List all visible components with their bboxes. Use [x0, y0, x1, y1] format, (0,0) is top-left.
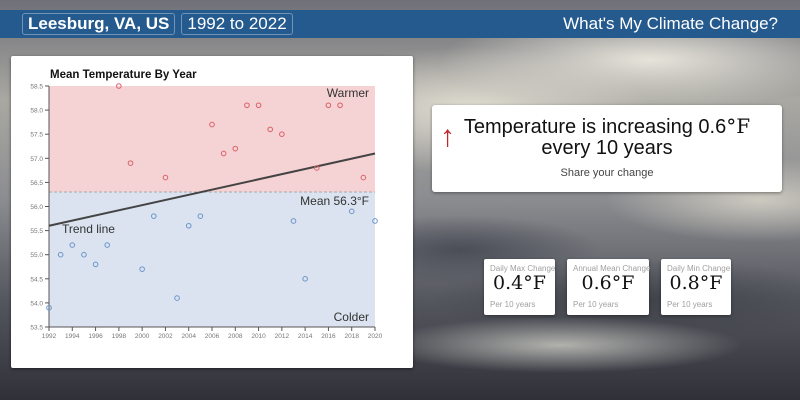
data-point	[337, 102, 343, 109]
stat-label: Annual Mean Change	[573, 264, 651, 273]
app-title: What's My Climate Change?	[563, 14, 778, 33]
y-tick-label: 55.5	[30, 228, 43, 235]
warmer-label: Warmer	[327, 86, 369, 100]
data-point	[267, 126, 274, 133]
y-tick-label: 56.0	[30, 204, 43, 211]
x-tick-label: 2000	[135, 333, 150, 340]
stat-label: Daily Min Change	[667, 264, 731, 273]
x-tick-label: 2020	[368, 333, 383, 340]
data-point	[81, 251, 87, 258]
data-point	[104, 242, 111, 248]
data-point	[209, 121, 215, 128]
y-tick-label: 57.0	[30, 156, 43, 163]
x-tick-label: 2010	[251, 333, 266, 340]
x-tick-label: 2004	[181, 333, 196, 340]
data-point	[302, 276, 308, 282]
stat-card-daily-max: Daily Max Change 0.4°F Per 10 years	[484, 259, 555, 315]
warmer-band	[49, 86, 375, 193]
mean-label: Mean 56.3°F	[300, 194, 369, 208]
y-tick-label: 54.5	[30, 276, 43, 283]
stat-footnote: Per 10 years	[667, 300, 713, 309]
data-point	[116, 83, 122, 89]
data-point	[162, 174, 169, 181]
share-link[interactable]: Share your change	[560, 167, 654, 179]
y-tick-label: 55.0	[30, 252, 43, 259]
x-tick-label: 2006	[205, 333, 220, 340]
trend-line-label: Trend line	[62, 222, 115, 236]
data-point	[174, 295, 180, 301]
data-point	[313, 165, 320, 171]
data-point	[279, 131, 285, 137]
data-point	[69, 242, 76, 248]
data-point	[150, 213, 157, 219]
x-tick-label: 2016	[321, 333, 336, 340]
data-point	[232, 145, 239, 152]
data-point	[325, 102, 332, 109]
trend-summary-line2: every 10 years	[541, 137, 673, 159]
y-tick-label: 53.5	[30, 325, 43, 332]
mean-temperature-chart: 53.5 54.0 54.5 55.0 55.5 56.0 56.5 57.0 57.5 58.0…	[30, 69, 383, 340]
x-tick-label: 1994	[65, 333, 80, 340]
x-tick-label: 2012	[275, 333, 290, 340]
data-point	[57, 251, 64, 258]
stat-footnote: Per 10 years	[573, 300, 619, 309]
x-tick-label: 1992	[42, 333, 57, 340]
data-point	[290, 218, 297, 224]
colder-band	[49, 192, 375, 327]
x-tick-label: 2008	[228, 333, 243, 340]
x-tick-label: 2014	[298, 333, 313, 340]
x-tick-label: 1996	[88, 333, 103, 340]
stat-card-daily-min: Daily Min Change 0.8°F Per 10 years	[661, 259, 731, 315]
y-tick-label: 58.0	[30, 108, 43, 115]
trend-line	[48, 152, 376, 227]
stat-value: 0.6°F	[581, 272, 635, 294]
data-point	[197, 213, 204, 219]
unit-label: °F	[726, 114, 751, 138]
arrow-up-icon: ↑	[440, 120, 455, 153]
y-tick-label: 57.5	[30, 132, 43, 139]
y-tick-label: 54.0	[30, 300, 43, 307]
chart-card: 53.5 54.0 54.5 55.0 55.5 56.0 56.5 57.0 57.5 58.0…	[11, 56, 413, 368]
trend-summary-card: ↑ Temperature is increasing 0.6°F every …	[432, 105, 782, 192]
location-selector[interactable]: Leesburg, VA, US	[22, 13, 176, 35]
stat-card-annual-mean: Annual Mean Change 0.6°F Per 10 years	[567, 259, 651, 315]
data-point	[220, 150, 227, 157]
stat-footnote: Per 10 years	[490, 300, 536, 309]
data-point	[372, 218, 378, 224]
data-point	[360, 174, 367, 181]
stat-label: Daily Max Change	[490, 264, 556, 273]
y-tick-label: 58.5	[30, 84, 43, 91]
data-point	[127, 160, 134, 166]
data-point	[92, 261, 99, 268]
data-point	[46, 304, 52, 311]
header-bar: Leesburg, VA, US 1992 to 2022 What's My …	[0, 10, 800, 38]
data-point	[348, 208, 355, 215]
data-point	[244, 102, 250, 109]
colder-label: Colder	[334, 310, 369, 324]
stat-value: 0.4°F	[493, 272, 546, 294]
y-tick-label: 56.5	[30, 180, 43, 187]
stat-value: 0.8°F	[669, 272, 723, 294]
data-point	[185, 222, 192, 229]
chart-title: Mean Temperature By Year	[50, 69, 197, 81]
trend-summary-text: Temperature is increasing 0.6	[463, 116, 727, 138]
data-point	[255, 102, 262, 109]
x-tick-label: 2002	[158, 333, 173, 340]
data-point	[139, 266, 145, 272]
x-tick-label: 2018	[344, 333, 359, 340]
year-range-selector[interactable]: 1992 to 2022	[181, 13, 293, 35]
trend-summary-line1: Temperature is increasing 0.6°F	[432, 114, 782, 139]
x-tick-label: 1998	[112, 333, 127, 340]
